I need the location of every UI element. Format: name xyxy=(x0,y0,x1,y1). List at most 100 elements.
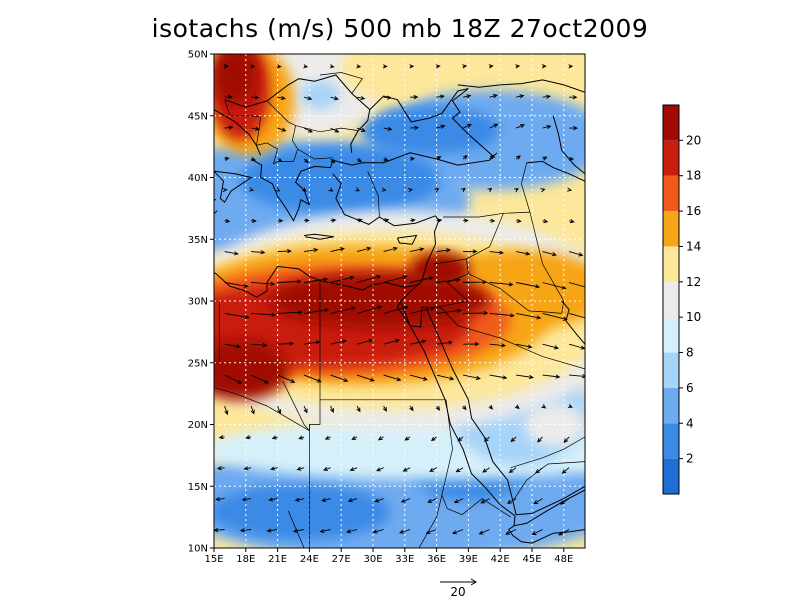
border-line xyxy=(443,212,504,218)
isotach-band xyxy=(410,252,470,288)
coastline xyxy=(561,300,585,345)
wind-arrow xyxy=(321,497,331,503)
border-line xyxy=(319,281,447,401)
wind-arrow xyxy=(568,64,574,69)
wind-arrow xyxy=(531,529,543,535)
lat-tick-label: 25N xyxy=(188,358,208,369)
colorbar-label: 4 xyxy=(686,416,694,430)
wind-arrow xyxy=(435,64,441,69)
wind-arrow xyxy=(298,435,305,440)
lon-tick-label: 21E xyxy=(268,554,287,565)
colorbar-label: 6 xyxy=(686,381,694,395)
lat-tick-label: 20N xyxy=(188,420,208,431)
wind-arrow xyxy=(451,529,464,535)
colorbar-label: 8 xyxy=(686,346,694,360)
wind-vectors xyxy=(214,64,585,536)
wind-arrow xyxy=(516,251,531,256)
wind-arrow xyxy=(224,218,231,224)
wind-arrow xyxy=(462,123,472,129)
wind-arrow xyxy=(277,127,287,132)
coastlines xyxy=(214,72,585,548)
wind-arrow xyxy=(400,498,411,503)
wind-arrow xyxy=(489,154,495,160)
wind-arrow xyxy=(489,218,496,223)
reference-vector: 20 xyxy=(440,578,477,599)
coastline xyxy=(214,199,218,215)
wind-arrow xyxy=(356,64,362,69)
wind-arrow xyxy=(304,308,330,314)
wind-arrow xyxy=(383,338,400,345)
wind-arrow xyxy=(304,340,321,345)
wind-arrow xyxy=(480,498,490,504)
wind-arrow xyxy=(559,498,570,505)
wind-arrow xyxy=(330,158,336,164)
wind-arrow xyxy=(516,343,533,349)
wind-arrow xyxy=(224,405,229,416)
isotach-band xyxy=(340,54,440,100)
wind-arrow xyxy=(463,310,489,316)
wind-arrow xyxy=(568,251,584,257)
wind-arrow xyxy=(516,374,534,380)
wind-arrow xyxy=(542,156,548,161)
wind-arrow xyxy=(241,497,252,502)
wind-arrow xyxy=(409,64,415,69)
wind-arrow xyxy=(436,124,446,129)
wind-arrow xyxy=(383,157,389,162)
wind-arrow xyxy=(410,247,425,253)
wind-arrow xyxy=(563,436,570,443)
wind-arrow xyxy=(251,218,257,224)
wind-arrow xyxy=(409,374,428,381)
wind-arrow xyxy=(425,529,437,534)
lat-tick-label: 40N xyxy=(188,173,208,184)
wind-arrow xyxy=(427,498,437,503)
colorbar-swatch xyxy=(663,387,679,424)
wind-arrow xyxy=(514,404,520,410)
coastline xyxy=(552,115,585,175)
wind-arrow xyxy=(515,155,521,160)
wind-arrow xyxy=(429,467,437,472)
wind-arrow xyxy=(569,95,578,100)
border-line xyxy=(214,387,310,432)
wind-arrow xyxy=(276,64,282,69)
wind-arrow xyxy=(330,275,355,283)
wind-arrow xyxy=(434,188,440,193)
lat-tick-label: 30N xyxy=(188,297,208,308)
isotach-field xyxy=(214,54,585,548)
wind-arrow xyxy=(568,282,585,288)
wind-arrow xyxy=(561,467,570,474)
wind-arrow xyxy=(383,246,398,253)
border-line xyxy=(309,399,321,431)
wind-arrow xyxy=(330,218,337,223)
wind-arrow xyxy=(357,218,363,223)
colorbar-label: 20 xyxy=(686,133,701,147)
wind-arrow xyxy=(382,64,388,69)
border-line xyxy=(426,258,470,308)
lon-tick-label: 39E xyxy=(459,554,478,565)
lat-tick-label: 35N xyxy=(188,235,208,246)
wind-arrow xyxy=(346,529,358,534)
wind-arrow xyxy=(462,94,472,99)
lon-tick-label: 15E xyxy=(204,554,223,565)
wind-arrow xyxy=(347,498,358,503)
wind-arrow xyxy=(382,405,387,412)
wind-arrow xyxy=(463,341,480,347)
wind-arrow xyxy=(542,251,557,257)
wind-arrow xyxy=(303,64,309,69)
wind-arrow xyxy=(377,436,384,441)
wind-arrow xyxy=(349,467,358,472)
border-line xyxy=(256,142,279,164)
wind-arrow xyxy=(542,374,561,379)
wind-arrow xyxy=(462,405,467,411)
wind-arrow xyxy=(356,305,383,314)
wind-arrow xyxy=(250,374,269,384)
wind-arrow xyxy=(463,374,481,380)
wind-arrow xyxy=(351,435,358,440)
wind-arrow xyxy=(508,467,517,473)
coastline xyxy=(526,160,585,182)
lon-tick-label: 36E xyxy=(427,554,446,565)
colorbar-swatch xyxy=(663,105,679,141)
wind-arrow xyxy=(462,155,468,160)
wind-arrow xyxy=(357,95,366,101)
wind-arrow xyxy=(489,374,508,380)
wind-arrow xyxy=(275,187,281,192)
